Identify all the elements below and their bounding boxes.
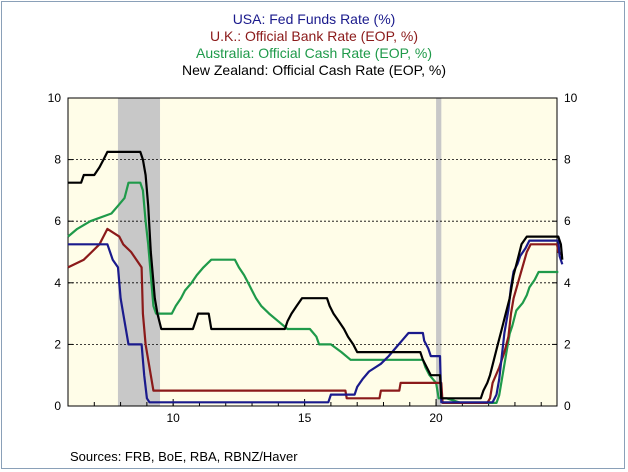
y-tick-label-right: 6: [564, 214, 571, 228]
y-tick-label-left: 10: [48, 91, 62, 105]
series-line: [68, 150, 564, 400]
y-tick-label-left: 6: [54, 214, 61, 228]
y-tick-label-right: 4: [564, 276, 571, 290]
legend-australia: Australia: Official Cash Rate (EOP, %): [195, 45, 433, 61]
chart-legend: USA: Fed Funds Rate (%) U.K.: Official B…: [0, 11, 628, 79]
plot-border: [67, 97, 558, 407]
x-tick-label: 15: [298, 411, 312, 425]
y-tick-label-right: 0: [564, 399, 571, 413]
legend-usa: USA: Fed Funds Rate (%): [232, 11, 396, 27]
series-line: [67, 181, 559, 404]
series-line: [67, 227, 563, 404]
y-tick-label-left: 0: [54, 399, 61, 413]
x-tick-label: 20: [429, 411, 443, 425]
y-tick-label-left: 8: [54, 153, 61, 167]
y-tick-label-right: 8: [564, 153, 571, 167]
y-tick-label-right: 10: [564, 91, 578, 105]
recession-band: [436, 98, 442, 406]
y-tick-label-left: 2: [54, 337, 61, 351]
y-tick-label-right: 2: [564, 337, 571, 351]
recession-band: [117, 98, 161, 406]
source-note: Sources: FRB, BoE, RBA, RBNZ/Haver: [70, 449, 298, 464]
legend-uk: U.K.: Official Bank Rate (EOP, %): [209, 28, 418, 44]
legend-new-zealand: New Zealand: Official Cash Rate (EOP, %): [181, 62, 447, 78]
y-tick-label-left: 4: [54, 276, 61, 290]
x-tick-label: 10: [166, 411, 180, 425]
